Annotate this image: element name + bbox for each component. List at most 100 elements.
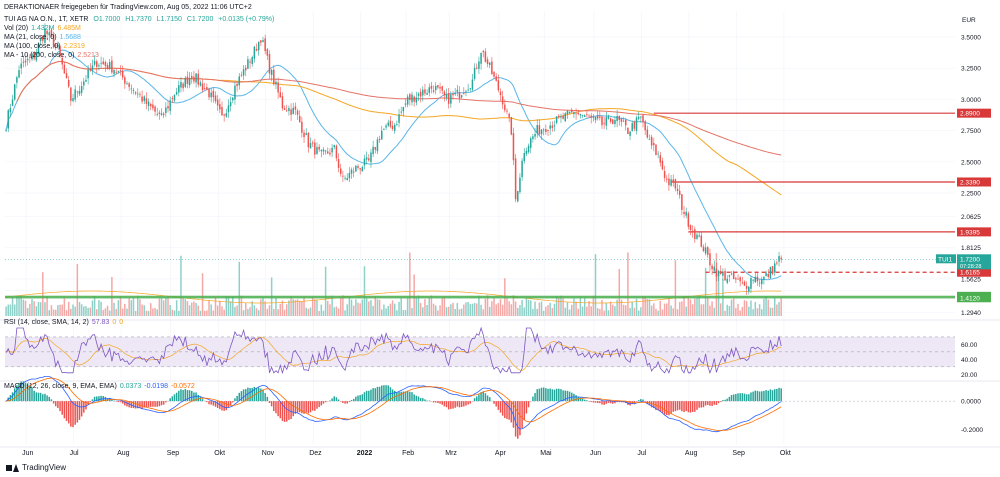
macd-histogram-bar: [22, 381, 25, 402]
macd-histogram-bar: [48, 396, 51, 402]
macd-histogram-bar: [629, 401, 631, 406]
macd-histogram-bar: [262, 389, 264, 402]
candle-body: [210, 92, 212, 98]
volume-bar: [508, 301, 510, 316]
macd-histogram-bar: [20, 381, 22, 402]
candle-body: [152, 104, 154, 109]
candle-body: [419, 91, 422, 97]
macd-histogram-bar: [439, 401, 441, 404]
volume-bar: [113, 302, 115, 316]
volume-bar: [186, 301, 189, 316]
candle-body: [398, 114, 400, 123]
candle-body: [372, 146, 374, 154]
macd-histogram-bar: [158, 401, 161, 407]
candle-body: [635, 117, 638, 131]
candle-body: [134, 92, 137, 94]
price-tick-label: 1.2940: [961, 310, 981, 317]
macd-histogram-bar: [342, 401, 344, 403]
volume-bar: [37, 302, 40, 316]
volume-bar: [588, 301, 590, 316]
candle-body: [387, 122, 389, 126]
macd-histogram-bar: [411, 392, 413, 402]
candle-body: [96, 61, 98, 67]
volume-bar: [357, 302, 359, 316]
candle-body: [434, 85, 437, 91]
volume-bar: [633, 307, 636, 316]
macd-histogram-bar: [273, 401, 275, 412]
macd-histogram-bar: [590, 401, 592, 402]
macd-histogram-bar: [538, 388, 541, 402]
macd-histogram-bar: [594, 401, 597, 403]
volume-bar: [672, 308, 674, 316]
volume-bar: [476, 303, 478, 316]
candle-body: [5, 130, 7, 131]
macd-histogram-bar: [178, 390, 180, 402]
candle-body: [173, 95, 176, 101]
candle-body: [724, 271, 726, 281]
tradingview-brand[interactable]: TradingView: [6, 463, 66, 472]
time-tick-label: Jul: [70, 450, 79, 457]
volume-bar: [242, 310, 245, 316]
candle-body: [601, 116, 603, 126]
macd-histogram-bar: [156, 401, 158, 407]
macd-histogram-bar: [758, 391, 761, 402]
volume-bar: [83, 306, 85, 316]
macd-histogram-bar: [681, 401, 683, 412]
macd-histogram-bar: [227, 401, 230, 408]
candle-body: [670, 179, 672, 186]
volume-bar: [301, 301, 303, 316]
macd-histogram-bar: [709, 401, 711, 406]
macd-histogram-bar: [728, 396, 731, 402]
candle-body: [147, 101, 150, 107]
macd-histogram-bar: [301, 401, 303, 414]
candle-body: [322, 149, 325, 152]
macd-histogram-bar: [98, 396, 100, 402]
macd-histogram-bar: [78, 401, 81, 420]
macd-histogram-bar: [456, 401, 459, 407]
macd-histogram-bar: [74, 401, 76, 425]
candle-body: [719, 271, 722, 274]
candle-body: [428, 87, 431, 93]
candle-body: [456, 89, 459, 92]
volume-bar: [195, 302, 197, 316]
macd-histogram-bar: [763, 390, 765, 402]
candle-body: [482, 51, 484, 53]
candle-body: [402, 107, 405, 112]
candle-body: [493, 72, 495, 77]
candle-body: [761, 279, 763, 285]
ma100-line: [16, 60, 782, 196]
candle-body: [137, 93, 139, 95]
candle-body: [149, 104, 152, 107]
volume-bar: [687, 295, 690, 316]
macd-histogram-bar: [333, 396, 336, 402]
price-tick-label: 3.2500: [961, 66, 981, 73]
volume-bar: [156, 309, 158, 316]
volume-bar: [666, 303, 668, 316]
candle-body: [616, 115, 618, 122]
macd-histogram-bar: [443, 401, 446, 407]
candlesticks: [5, 23, 782, 295]
candle-body: [307, 132, 310, 148]
volume-bar: [590, 306, 592, 316]
macd-histogram-bar: [119, 401, 122, 403]
volume-bar: [152, 308, 154, 316]
volume-bar: [512, 295, 515, 316]
macd-histogram-bar: [11, 392, 14, 402]
ma100-legend: MA (100, close, 0) 2.2319: [4, 43, 85, 50]
candle-body: [277, 82, 279, 93]
volume-bar: [659, 300, 662, 316]
volume-bar: [389, 303, 392, 316]
time-tick-label: Mrz: [445, 450, 457, 457]
macd-histogram-bar: [197, 394, 199, 402]
candle-body: [130, 88, 133, 90]
candle-body: [100, 62, 102, 64]
volume-bar: [780, 297, 782, 316]
volume-bar: [581, 306, 584, 316]
candle-body: [249, 61, 251, 63]
volume-bar: [76, 263, 79, 316]
volume-bar: [413, 274, 415, 316]
macd-histogram-bar: [175, 392, 178, 402]
volume-bar: [773, 297, 776, 316]
macd-histogram-bar: [454, 401, 456, 408]
